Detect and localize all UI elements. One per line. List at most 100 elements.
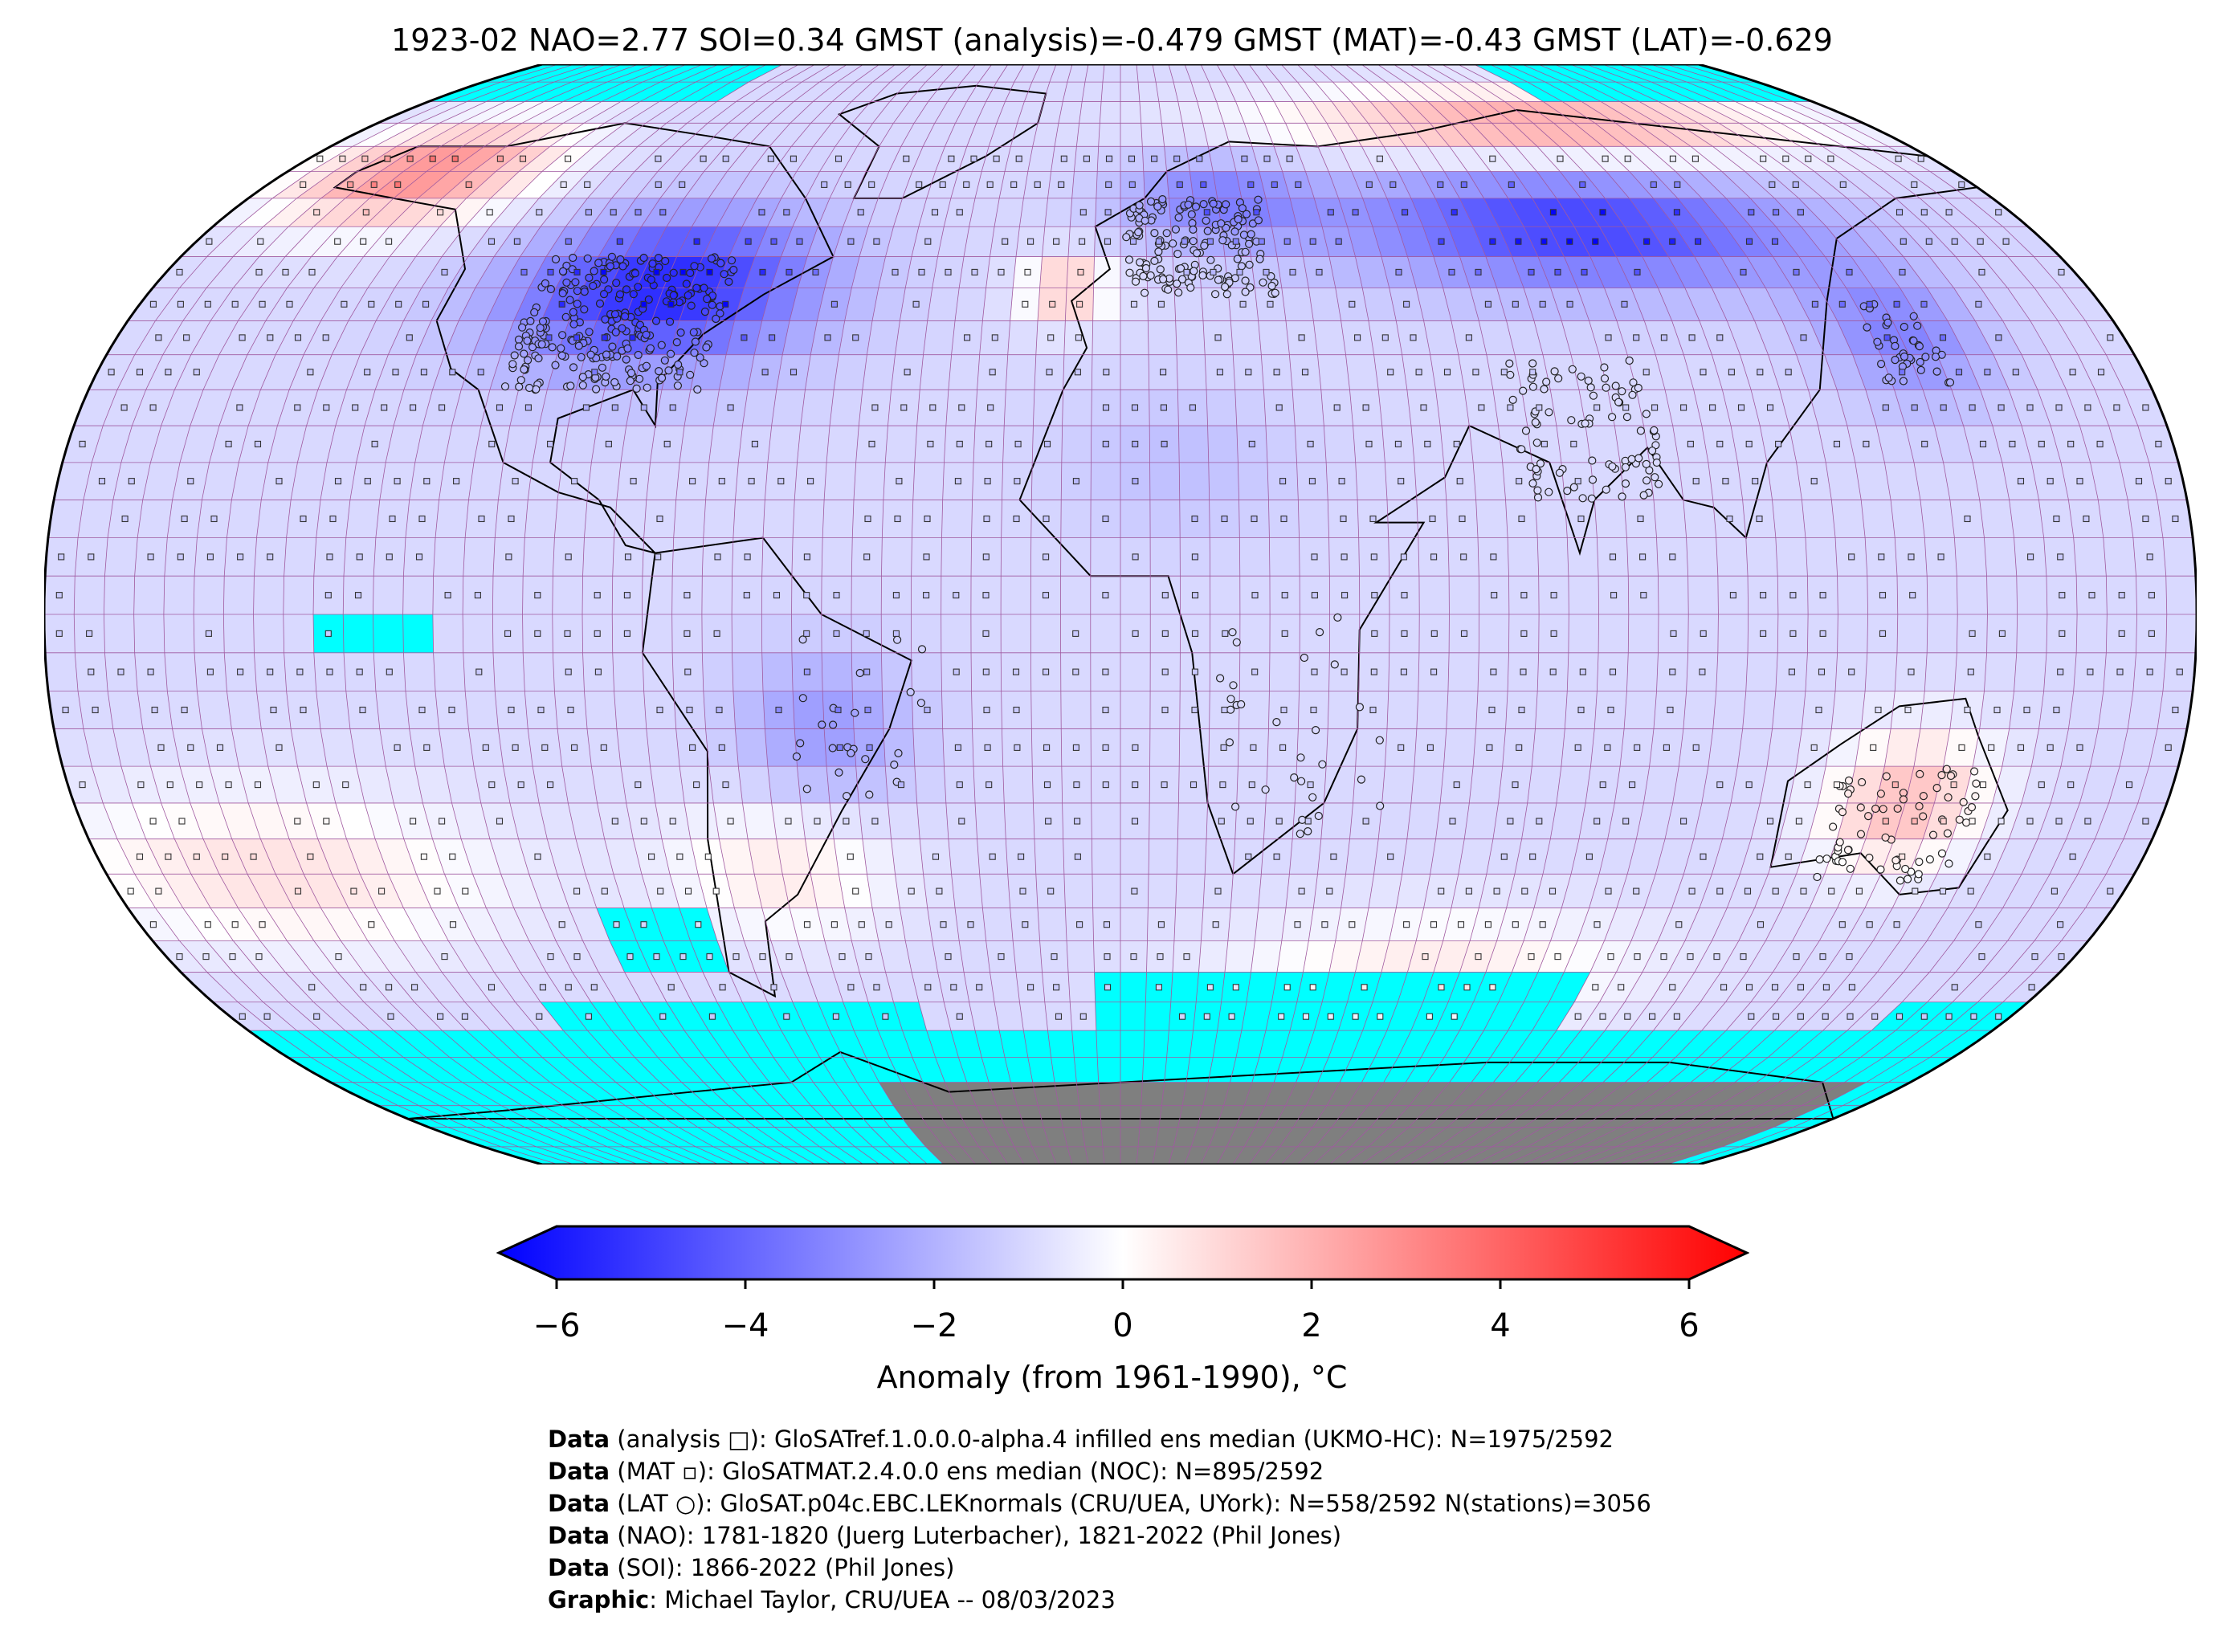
ocean-cell-marker — [976, 984, 983, 991]
ocean-cell-marker — [1251, 668, 1259, 675]
grid-cell — [1377, 64, 1422, 83]
ocean-cell-marker — [1581, 268, 1588, 275]
ocean-cell-marker — [2148, 630, 2155, 637]
grid-cell — [1368, 874, 1402, 908]
land-station-marker — [626, 377, 635, 385]
ocean-cell-marker — [2057, 668, 2064, 675]
grid-cell — [755, 1127, 802, 1147]
ocean-cell-marker — [852, 334, 859, 341]
grid-cell — [1414, 462, 1447, 500]
grid-cell — [678, 82, 732, 102]
grid-cell — [562, 1127, 626, 1147]
grid-cell — [260, 354, 304, 390]
grid-cell — [1060, 500, 1092, 538]
ocean-cell-marker — [323, 818, 330, 825]
land-station-marker — [1228, 628, 1237, 637]
grid-cell — [451, 802, 490, 839]
grid-cell — [1831, 691, 1866, 729]
grid-cell — [1007, 320, 1039, 355]
ocean-cell-marker — [611, 818, 618, 825]
grid-cell — [54, 462, 92, 500]
ocean-cell-marker — [1550, 592, 1557, 599]
ocean-cell-marker — [1376, 155, 1383, 162]
land-station-marker — [1158, 275, 1168, 283]
grid-cell — [1527, 766, 1561, 803]
ocean-cell-marker — [963, 181, 970, 188]
ocean-cell-marker — [439, 404, 446, 411]
grid-cell — [1851, 940, 1900, 973]
ocean-cell-marker — [954, 478, 961, 485]
grid-cell — [1535, 691, 1568, 729]
ocean-cell-marker — [758, 209, 765, 216]
grid-cell — [866, 146, 901, 172]
grid-cell — [506, 1082, 564, 1106]
ocean-cell-marker — [885, 921, 892, 928]
grid-cell — [447, 82, 519, 102]
grid-cell — [1324, 766, 1356, 803]
ocean-cell-marker — [1955, 369, 1963, 376]
grid-cell — [1802, 500, 1836, 538]
grid-cell — [1700, 226, 1747, 257]
ocean-cell-marker — [743, 592, 750, 599]
grid-cell — [1158, 101, 1183, 124]
ocean-cell-marker — [1771, 238, 1779, 245]
grid-cell — [2090, 462, 2128, 500]
grid-cell — [1553, 1082, 1603, 1106]
grid-cell — [1524, 972, 1565, 1002]
ocean-cell-marker — [2017, 478, 2025, 485]
ocean-cell-marker — [857, 209, 864, 216]
land-station-marker — [1241, 276, 1250, 285]
grid-cell — [678, 64, 735, 83]
ocean-cell-marker — [773, 592, 781, 599]
ocean-cell-marker — [1273, 853, 1280, 860]
data-note-key: Data — [548, 1490, 610, 1517]
grid-cell — [1361, 1146, 1404, 1165]
grid-cell — [1274, 1105, 1307, 1128]
grid-cell — [2058, 874, 2107, 908]
ocean-cell-marker — [605, 440, 612, 447]
land-station-marker — [516, 376, 525, 385]
ocean-cell-marker — [155, 887, 162, 895]
grid-cell — [505, 82, 572, 102]
ocean-cell-marker — [1674, 181, 1681, 188]
grid-cell — [676, 972, 717, 1002]
ocean-cell-marker — [1716, 781, 1724, 789]
grid-cell — [1993, 838, 2038, 875]
ocean-cell-marker — [1073, 781, 1080, 789]
ocean-cell-marker — [1760, 630, 1767, 637]
grid-cell — [1001, 576, 1031, 614]
grid-cell — [416, 320, 459, 355]
ocean-cell-marker — [1899, 369, 1906, 376]
grid-cell — [1076, 123, 1100, 147]
grid-cell — [765, 728, 798, 767]
grid-cell — [1822, 1057, 1884, 1083]
ocean-cell-marker — [1438, 887, 1445, 895]
ocean-cell-marker — [259, 921, 266, 928]
ocean-cell-marker — [953, 592, 960, 599]
ocean-cell-marker — [1599, 1013, 1606, 1020]
ocean-cell-marker — [769, 334, 776, 341]
grid-cell — [1474, 1146, 1528, 1165]
ocean-cell-marker — [2067, 781, 2075, 789]
ocean-cell-marker — [1951, 984, 1958, 991]
grid-cell — [781, 1030, 820, 1058]
grid-cell — [822, 537, 853, 577]
ocean-cell-marker — [1027, 984, 1034, 991]
land-station-marker — [622, 285, 631, 294]
land-station-marker — [574, 341, 583, 350]
grid-cell — [1372, 226, 1408, 257]
ocean-cell-marker — [204, 921, 211, 928]
grid-cell — [1554, 64, 1616, 83]
grid-cell — [106, 320, 156, 355]
grid-cell — [1024, 1127, 1050, 1147]
grid-cell — [1618, 1146, 1687, 1165]
ocean-cell-marker — [231, 921, 239, 928]
grid-cell — [1560, 1030, 1606, 1058]
grid-cell — [1427, 101, 1471, 124]
land-station-marker — [691, 337, 700, 346]
land-station-marker — [1944, 793, 1953, 802]
ocean-cell-marker — [378, 887, 386, 895]
ocean-cell-marker — [629, 334, 636, 341]
ocean-cell-marker — [1401, 592, 1408, 599]
data-note-text: (SOI): 1866-2022 (Phil Jones) — [610, 1554, 955, 1581]
